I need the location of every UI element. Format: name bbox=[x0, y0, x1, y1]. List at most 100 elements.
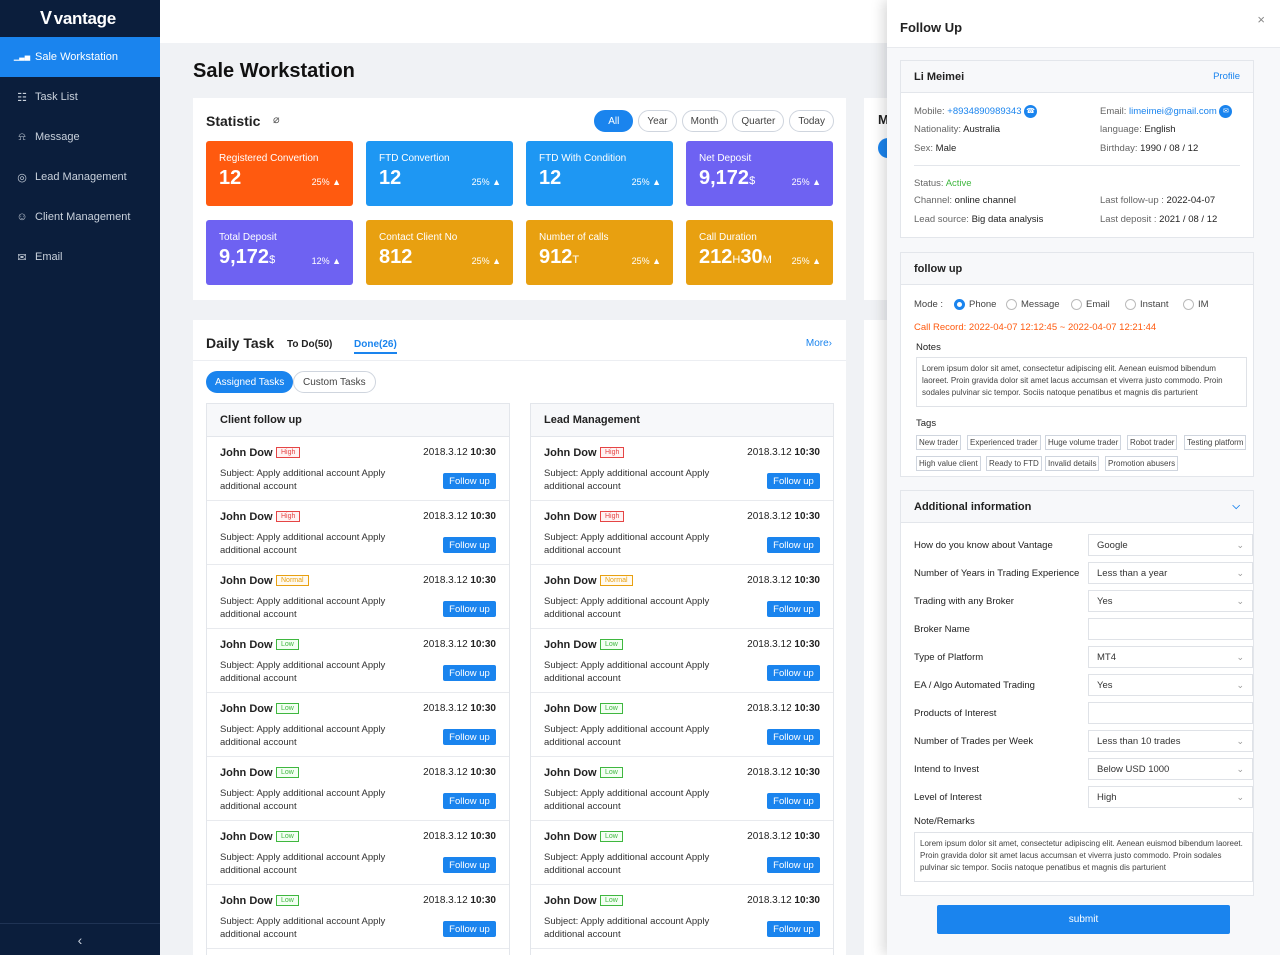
follow-up-button[interactable]: Follow up bbox=[767, 793, 820, 809]
notes-textarea[interactable]: Lorem ipsum dolor sit amet, consectetur … bbox=[916, 357, 1247, 407]
select-7[interactable]: Less than 10 trades ⌄ bbox=[1088, 730, 1253, 752]
tab-done[interactable]: Done(26) bbox=[354, 339, 397, 354]
value-unit: $ bbox=[269, 254, 276, 266]
table-row: John Dow Low 2018.3.12 10:30 Subject: Apply… bbox=[531, 693, 833, 757]
sidebar-item-message[interactable]: ⍾ Message bbox=[0, 117, 160, 157]
follow-up-button[interactable]: Follow up bbox=[443, 793, 496, 809]
radio-circle[interactable] bbox=[954, 299, 965, 310]
mode-radio-im[interactable]: IM bbox=[1183, 299, 1209, 310]
time: 10:30 bbox=[794, 767, 820, 778]
filter-year[interactable]: Year bbox=[638, 110, 677, 132]
chevron-down-icon[interactable]: ⌵ bbox=[1232, 501, 1240, 512]
follow-up-button[interactable]: Follow up bbox=[767, 665, 820, 681]
select-8[interactable]: Below USD 1000 ⌄ bbox=[1088, 758, 1253, 780]
sidebar-item-task-list[interactable]: ☷ Task List bbox=[0, 77, 160, 117]
task-name: John Dow bbox=[544, 767, 597, 779]
phone-icon[interactable]: ☎ bbox=[1024, 105, 1038, 118]
filter-quarter[interactable]: Quarter bbox=[732, 110, 785, 132]
stat-card-total-deposit[interactable]: Total Deposit 9,172$ 12% ▲ bbox=[206, 220, 353, 285]
radio-label: Instant bbox=[1140, 299, 1169, 310]
stat-card-ftd-convertion[interactable]: FTD Convertion 12 25% ▲ bbox=[366, 141, 513, 206]
stat-card-registered-convertion[interactable]: Registered Convertion 12 25% ▲ bbox=[206, 141, 353, 206]
filter-all[interactable]: All bbox=[594, 110, 634, 132]
value-unit: T bbox=[572, 254, 580, 266]
radio-circle[interactable] bbox=[1006, 299, 1017, 310]
stat-card-number-of-calls[interactable]: Number of calls 912T 25% ▲ bbox=[526, 220, 673, 285]
profile-card: Li Meimei Profile Mobile: +8934890989343… bbox=[900, 60, 1254, 238]
radio-circle[interactable] bbox=[1183, 299, 1194, 310]
tag-item[interactable]: Ready to FTD bbox=[986, 456, 1042, 471]
sidebar-item-lead-management[interactable]: ◎ Lead Management bbox=[0, 157, 160, 197]
select-2[interactable]: Yes ⌄ bbox=[1088, 590, 1253, 612]
stat-card-ftd-with-condition[interactable]: FTD With Condition 12 25% ▲ bbox=[526, 141, 673, 206]
mode-radio-message[interactable]: Message bbox=[1006, 299, 1060, 310]
select-5[interactable]: Yes ⌄ bbox=[1088, 674, 1253, 696]
task-date: 2018.3.12 10:30 bbox=[423, 511, 496, 522]
mode-radio-email[interactable]: Email bbox=[1071, 299, 1110, 310]
select-9[interactable]: High ⌄ bbox=[1088, 786, 1253, 808]
stat-card-net-deposit[interactable]: Net Deposit 9,172$ 25% ▲ bbox=[686, 141, 833, 206]
follow-up-button[interactable]: Follow up bbox=[443, 921, 496, 937]
remarks-textarea[interactable]: Lorem ipsum dolor sit amet, consectetur … bbox=[914, 832, 1253, 882]
task-name: John Dow bbox=[220, 575, 273, 587]
follow-up-button[interactable]: Follow up bbox=[767, 537, 820, 553]
select-1[interactable]: Less than a year ⌄ bbox=[1088, 562, 1253, 584]
tag-item[interactable]: Robot trader bbox=[1127, 435, 1178, 450]
radio-circle[interactable] bbox=[1071, 299, 1082, 310]
submit-button[interactable]: submit bbox=[937, 905, 1230, 934]
follow-up-button[interactable]: Follow up bbox=[443, 473, 496, 489]
tag-item[interactable]: Promotion abusers bbox=[1105, 456, 1179, 471]
notes-label: Notes bbox=[916, 342, 941, 353]
filter-today[interactable]: Today bbox=[789, 110, 834, 132]
radio-circle[interactable] bbox=[1125, 299, 1136, 310]
profile-link[interactable]: Profile bbox=[1213, 71, 1240, 82]
custom-tasks-button[interactable]: Custom Tasks bbox=[293, 371, 376, 393]
sidebar-item-client-management[interactable]: ☺ Client Management bbox=[0, 197, 160, 237]
follow-up-button[interactable]: Follow up bbox=[767, 921, 820, 937]
filter-month[interactable]: Month bbox=[681, 110, 728, 132]
mode-radio-phone[interactable]: Phone bbox=[954, 299, 996, 310]
follow-up-button[interactable]: Follow up bbox=[443, 729, 496, 745]
field-value: Yes bbox=[1097, 595, 1113, 607]
tab-todo[interactable]: To Do(50) bbox=[287, 339, 333, 350]
follow-up-button[interactable]: Follow up bbox=[767, 601, 820, 617]
collapse-sidebar-button[interactable]: ‹ bbox=[0, 923, 160, 955]
tag-item[interactable]: High value client bbox=[916, 456, 981, 471]
email-address[interactable]: limeimei@gmail.com bbox=[1129, 106, 1217, 118]
hide-eye-icon[interactable]: ⌀ bbox=[273, 114, 280, 126]
select-4[interactable]: MT4 ⌄ bbox=[1088, 646, 1253, 668]
bell-icon: ⍾ bbox=[18, 130, 26, 143]
mobile-number[interactable]: +8934890989343 bbox=[947, 106, 1022, 118]
sidebar-item-email[interactable]: ✉ Email bbox=[0, 237, 160, 277]
tag-item[interactable]: Testing platform bbox=[1184, 435, 1247, 450]
tag-item[interactable]: Invalid details bbox=[1045, 456, 1100, 471]
close-icon[interactable]: × bbox=[1257, 12, 1265, 27]
follow-up-button[interactable]: Follow up bbox=[443, 537, 496, 553]
follow-up-button[interactable]: Follow up bbox=[767, 729, 820, 745]
tag-item[interactable]: Huge volume trader bbox=[1045, 435, 1122, 450]
follow-up-button[interactable]: Follow up bbox=[443, 601, 496, 617]
assigned-tasks-button[interactable]: Assigned Tasks bbox=[206, 371, 294, 393]
table-row: John Dow Low 2018.3.12 10:30 Subject: Apply… bbox=[531, 757, 833, 821]
select-0[interactable]: Google ⌄ bbox=[1088, 534, 1253, 556]
date: 2018.3.12 bbox=[747, 575, 792, 586]
tag-item[interactable]: New trader bbox=[916, 435, 962, 450]
input-3[interactable] bbox=[1088, 618, 1253, 640]
follow-up-button[interactable]: Follow up bbox=[443, 857, 496, 873]
stat-card-call-duration[interactable]: Call Duration 212H30M 25% ▲ bbox=[686, 220, 833, 285]
more-link[interactable]: More› bbox=[805, 338, 832, 349]
follow-up-button[interactable]: Follow up bbox=[767, 857, 820, 873]
sidebar-item-sale-workstation[interactable]: ▁▃▅ Sale Workstation bbox=[0, 37, 160, 77]
follow-up-button[interactable]: Follow up bbox=[443, 665, 496, 681]
input-6[interactable] bbox=[1088, 702, 1253, 724]
mode-radio-instant[interactable]: Instant bbox=[1125, 299, 1169, 310]
tag-item[interactable]: Experienced trader bbox=[967, 435, 1041, 450]
field-label: Number of Years in Trading Experience bbox=[914, 568, 1080, 579]
additional-info-header[interactable]: Additional information ⌵ bbox=[901, 491, 1253, 523]
stat-card-contact-client-no[interactable]: Contact Client No 812 25% ▲ bbox=[366, 220, 513, 285]
mail-icon[interactable]: ✉ bbox=[1219, 105, 1233, 118]
value-unit-2: M bbox=[762, 254, 772, 266]
follow-up-button[interactable]: Follow up bbox=[767, 473, 820, 489]
field-value: Google bbox=[1097, 539, 1128, 551]
